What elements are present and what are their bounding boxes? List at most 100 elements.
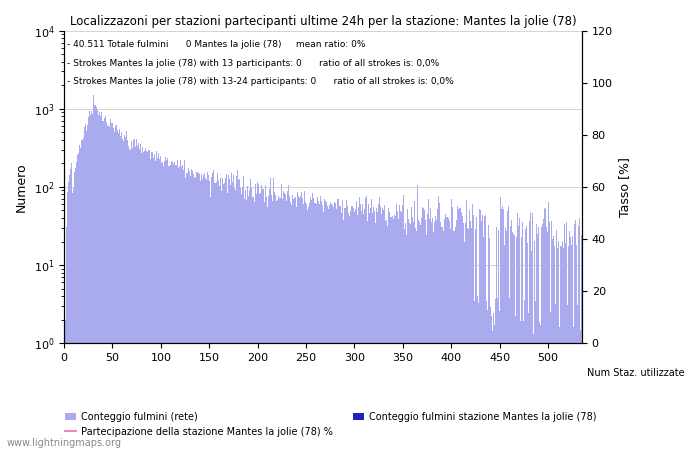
Bar bbox=[560, 343, 561, 450]
Bar bbox=[524, 300, 525, 450]
Bar bbox=[195, 343, 196, 450]
Bar bbox=[307, 199, 309, 450]
Bar bbox=[391, 343, 392, 450]
Bar bbox=[439, 203, 440, 450]
Bar bbox=[517, 226, 519, 450]
Bar bbox=[430, 343, 431, 450]
Bar bbox=[214, 343, 215, 450]
Bar bbox=[355, 209, 356, 450]
Bar bbox=[450, 229, 451, 450]
Bar bbox=[142, 343, 143, 450]
Bar bbox=[153, 343, 155, 450]
Bar bbox=[185, 343, 186, 450]
Bar bbox=[107, 126, 108, 450]
Bar bbox=[521, 343, 522, 450]
Bar bbox=[456, 206, 458, 450]
Bar bbox=[428, 343, 430, 450]
Bar bbox=[240, 188, 241, 450]
Bar bbox=[501, 343, 502, 450]
Bar bbox=[552, 239, 554, 450]
Bar bbox=[326, 202, 327, 450]
Bar bbox=[176, 165, 177, 450]
Bar bbox=[555, 304, 556, 450]
Bar bbox=[238, 180, 239, 450]
Bar bbox=[312, 194, 314, 450]
Bar bbox=[538, 343, 539, 450]
Bar bbox=[86, 131, 87, 450]
Bar bbox=[367, 343, 368, 450]
Bar bbox=[205, 343, 206, 450]
Bar bbox=[219, 186, 220, 450]
Bar bbox=[363, 214, 364, 450]
Bar bbox=[340, 207, 342, 450]
Bar bbox=[469, 343, 470, 450]
Bar bbox=[328, 343, 329, 450]
Bar bbox=[488, 343, 489, 450]
Bar bbox=[272, 202, 273, 450]
Bar bbox=[446, 217, 447, 450]
Bar bbox=[300, 343, 301, 450]
Bar bbox=[75, 168, 76, 450]
Bar bbox=[453, 231, 454, 450]
Bar bbox=[167, 343, 168, 450]
Bar bbox=[210, 343, 211, 450]
Bar bbox=[505, 343, 506, 450]
Bar bbox=[288, 343, 289, 450]
Bar bbox=[455, 343, 456, 450]
Bar bbox=[472, 204, 473, 450]
Bar bbox=[270, 178, 271, 450]
Bar bbox=[377, 212, 378, 450]
Bar bbox=[353, 343, 354, 450]
Bar bbox=[522, 222, 524, 450]
Bar bbox=[407, 209, 408, 450]
Bar bbox=[312, 343, 314, 450]
Bar bbox=[334, 202, 335, 450]
Bar bbox=[486, 343, 488, 450]
Bar bbox=[314, 203, 315, 450]
Bar bbox=[238, 343, 239, 450]
Bar bbox=[412, 343, 413, 450]
Bar bbox=[166, 160, 167, 450]
Bar bbox=[362, 204, 363, 450]
Bar bbox=[134, 343, 135, 450]
Bar bbox=[474, 343, 475, 450]
Bar bbox=[235, 190, 236, 450]
Bar bbox=[464, 242, 466, 450]
Bar bbox=[440, 343, 441, 450]
Bar bbox=[208, 175, 209, 450]
Bar bbox=[174, 343, 175, 450]
Bar bbox=[143, 152, 144, 450]
Bar bbox=[228, 175, 229, 450]
Bar bbox=[570, 343, 572, 450]
Bar bbox=[374, 343, 375, 450]
Bar bbox=[334, 343, 335, 450]
Bar bbox=[203, 343, 204, 450]
Bar bbox=[517, 343, 519, 450]
Bar bbox=[408, 219, 409, 450]
Bar bbox=[568, 246, 569, 450]
Bar bbox=[545, 343, 546, 450]
Bar bbox=[167, 158, 168, 450]
Bar bbox=[393, 343, 395, 450]
Bar bbox=[271, 343, 272, 450]
Bar bbox=[309, 203, 310, 450]
Bar bbox=[225, 178, 226, 450]
Bar bbox=[557, 248, 558, 450]
Bar bbox=[368, 196, 370, 450]
Bar bbox=[78, 343, 79, 450]
Bar bbox=[315, 203, 316, 450]
Bar bbox=[150, 152, 152, 450]
Bar bbox=[253, 197, 254, 450]
Bar bbox=[503, 209, 504, 450]
Bar bbox=[190, 176, 191, 450]
Bar bbox=[320, 196, 321, 450]
Bar bbox=[195, 177, 196, 450]
Bar bbox=[148, 149, 149, 450]
Bar bbox=[476, 343, 477, 450]
Title: Localizzazoni per stazioni partecipanti ultime 24h per la stazione: Mantes la jo: Localizzazoni per stazioni partecipanti … bbox=[70, 15, 576, 28]
Bar bbox=[248, 196, 249, 450]
Bar bbox=[76, 162, 77, 450]
Bar bbox=[497, 343, 498, 450]
Bar bbox=[209, 343, 210, 450]
Bar bbox=[373, 207, 374, 450]
